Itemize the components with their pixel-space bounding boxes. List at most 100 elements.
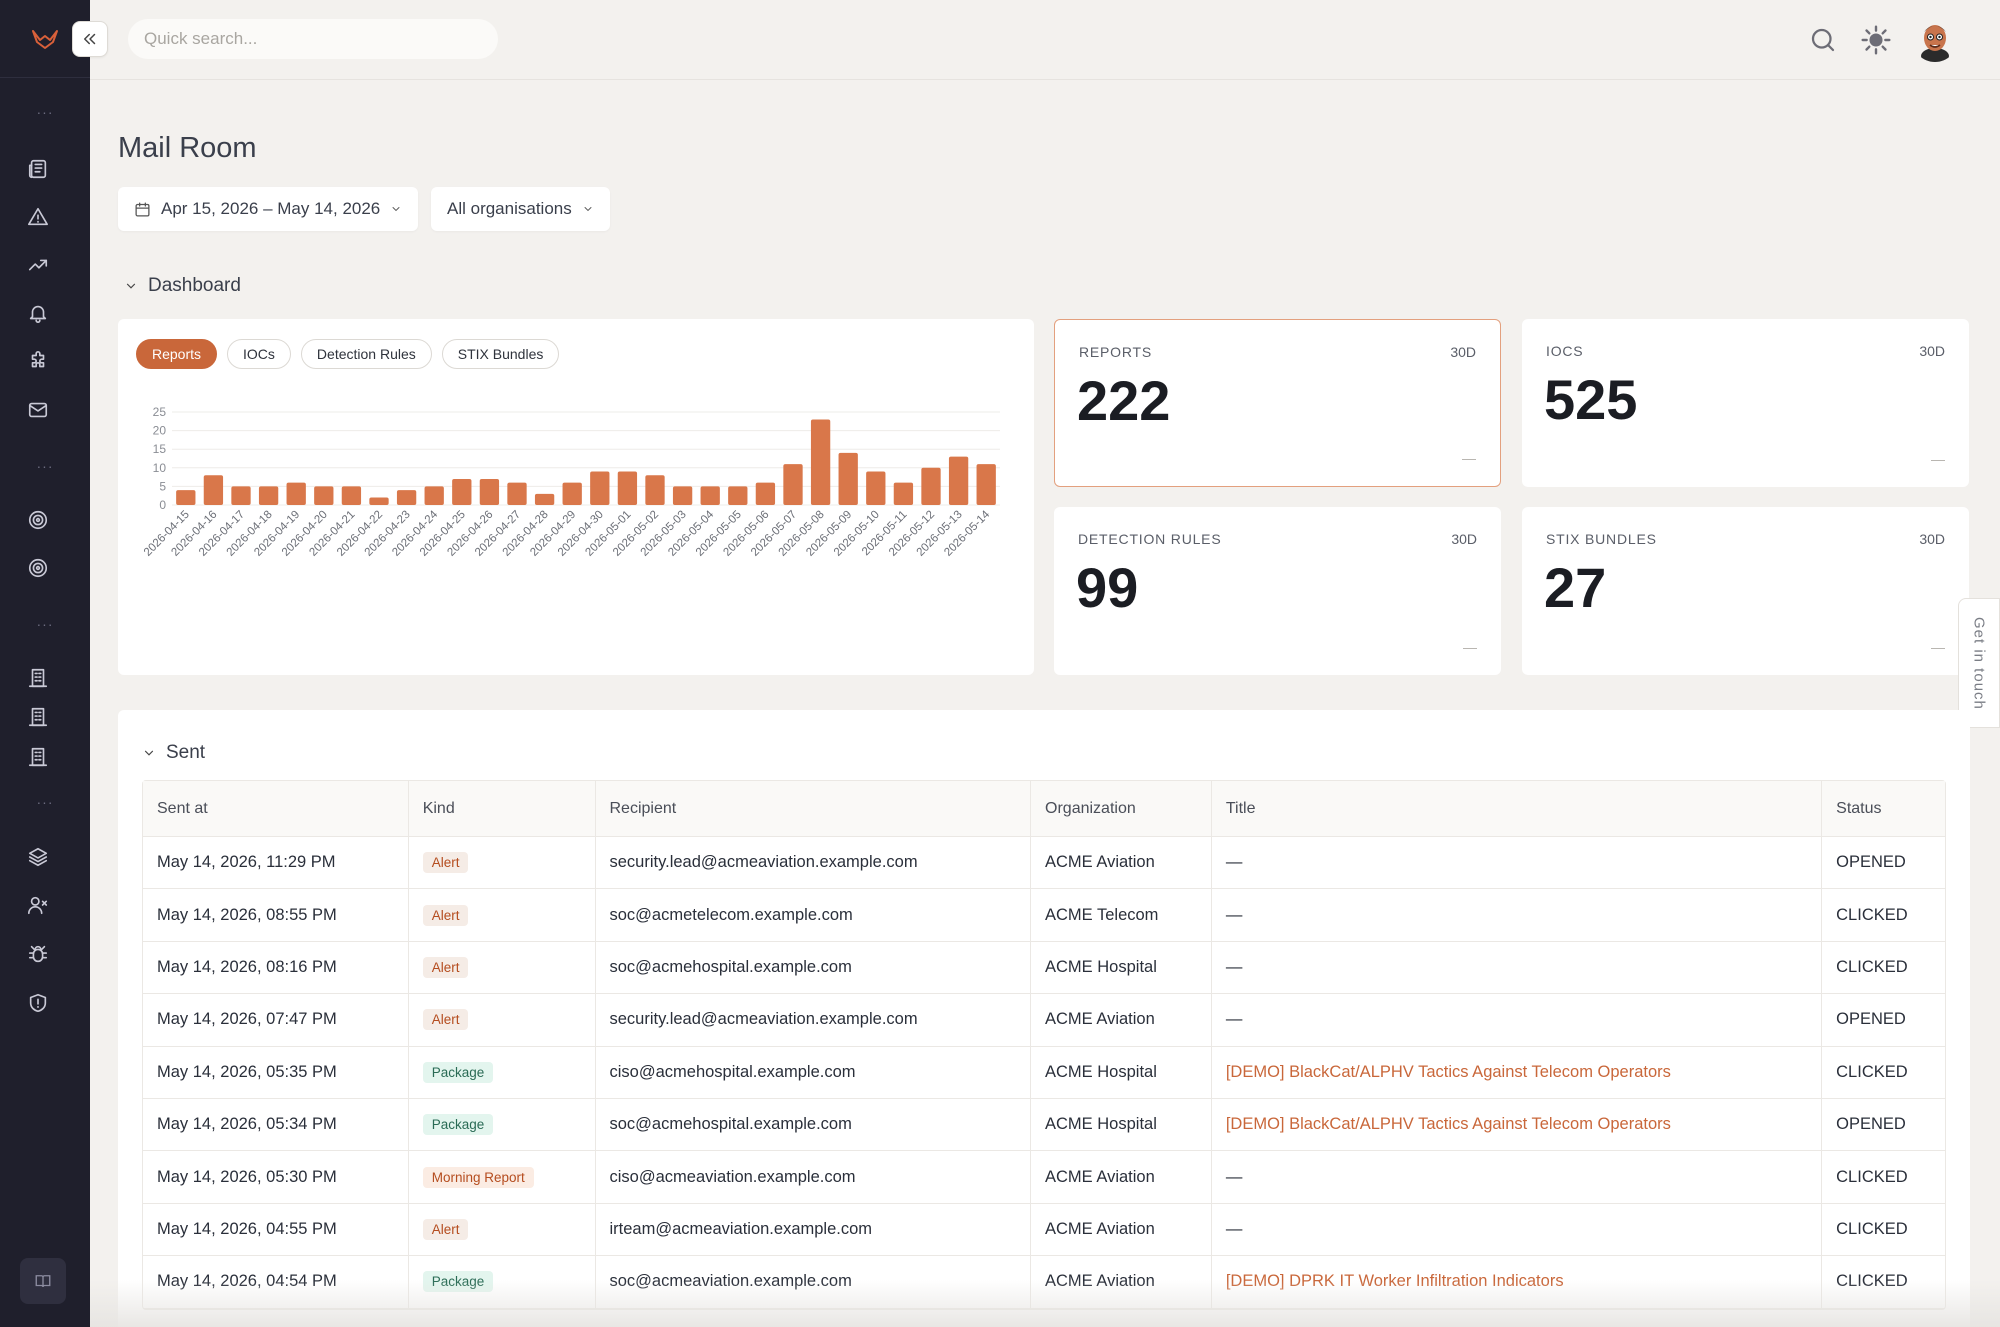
organisation-filter[interactable]: All organisations xyxy=(431,187,610,231)
chart-bar[interactable] xyxy=(314,486,334,505)
building-icon[interactable] xyxy=(25,744,51,770)
organization-text: ACME Aviation xyxy=(1045,853,1155,872)
chart-bar[interactable] xyxy=(203,475,224,505)
cell-kind: Alert xyxy=(409,994,596,1046)
chart-bar[interactable] xyxy=(507,482,527,505)
stat-card-detection-rules[interactable]: DETECTION RULES 30D 99 xyxy=(1054,507,1501,675)
chart-bar[interactable] xyxy=(645,475,665,505)
shield-icon[interactable] xyxy=(25,990,51,1016)
column-header-kind[interactable]: Kind xyxy=(409,781,596,836)
table-row[interactable]: May 14, 2026, 08:55 PM Alert soc@acmetelec… xyxy=(143,889,1945,942)
table-row[interactable]: May 14, 2026, 04:54 PM Package soc@acmeavi… xyxy=(143,1256,1945,1309)
chart-bar[interactable] xyxy=(838,452,858,505)
chart-bar[interactable] xyxy=(286,482,306,505)
chart-bar[interactable] xyxy=(755,482,776,505)
chart-bar[interactable] xyxy=(534,493,555,505)
status-text: CLICKED xyxy=(1836,957,1908,976)
chart-bar[interactable] xyxy=(893,482,914,505)
newspaper-icon[interactable] xyxy=(25,156,51,182)
warning-icon[interactable] xyxy=(25,204,51,230)
title-link[interactable]: [DEMO] BlackCat/ALPHV Tactics Against Te… xyxy=(1225,1115,1671,1134)
tab-detection-rules[interactable]: Detection Rules xyxy=(300,339,432,369)
mail-icon[interactable] xyxy=(25,397,51,423)
chart-bar[interactable] xyxy=(617,471,638,505)
book-icon[interactable] xyxy=(20,1258,66,1304)
chart-bar[interactable] xyxy=(810,419,831,505)
chart-bar[interactable] xyxy=(976,464,996,505)
kind-badge: Alert xyxy=(422,956,469,978)
cell-kind: Package xyxy=(409,1046,596,1098)
cell-sent-at: May 14, 2026, 05:30 PM xyxy=(143,1151,409,1203)
app-logo[interactable] xyxy=(0,0,90,78)
kind-badge: Package xyxy=(422,1061,494,1083)
bell-icon[interactable] xyxy=(25,300,51,326)
collapse-sidebar-button[interactable] xyxy=(72,21,108,57)
get-in-touch-tab[interactable]: Get in touch xyxy=(1958,598,2000,728)
chart-bar[interactable] xyxy=(231,486,251,505)
sent-section-toggle[interactable]: Sent xyxy=(142,742,205,764)
chart-bar[interactable] xyxy=(783,464,803,505)
chart-bar[interactable] xyxy=(728,486,748,505)
chart-bar[interactable] xyxy=(590,471,610,505)
chart-bar[interactable] xyxy=(396,490,417,505)
title-link[interactable]: [DEMO] BlackCat/ALPHV Tactics Against Te… xyxy=(1225,1062,1671,1081)
target-icon[interactable] xyxy=(25,555,51,581)
chart-bar[interactable] xyxy=(479,478,500,505)
column-header-status[interactable]: Status xyxy=(1836,799,1882,817)
chart-bar[interactable] xyxy=(176,490,196,505)
table-row[interactable]: May 14, 2026, 05:35 PM Package ciso@acmeho… xyxy=(143,1046,1945,1099)
chart-bar[interactable] xyxy=(866,471,886,505)
cell-organization: ACME Hospital xyxy=(1031,1046,1212,1098)
chart-bar[interactable] xyxy=(369,497,389,505)
cell-sent-at: May 14, 2026, 04:55 PM xyxy=(143,1203,409,1256)
cell-status: OPENED xyxy=(1822,994,1945,1045)
layers-icon[interactable] xyxy=(25,844,51,870)
quick-search-input[interactable] xyxy=(128,19,498,59)
table-row[interactable]: May 14, 2026, 04:55 PM Alert irteam@acmeav… xyxy=(143,1203,1945,1257)
cell-kind: Alert xyxy=(409,837,596,889)
kind-badge: Alert xyxy=(422,1009,469,1031)
date-range-picker[interactable]: Apr 15, 2026 – May 14, 2026 xyxy=(118,187,419,231)
building-icon[interactable] xyxy=(25,665,51,691)
stat-card-reports[interactable]: REPORTS 30D 222 xyxy=(1054,319,1501,487)
dashboard-section-toggle[interactable]: Dashboard xyxy=(124,275,241,297)
sent-at-text: May 14, 2026, 07:47 PM xyxy=(157,1010,337,1029)
column-header-sent-at[interactable]: Sent at xyxy=(143,781,409,836)
bug-icon[interactable] xyxy=(25,941,51,967)
chart-bar[interactable] xyxy=(672,486,693,505)
user-avatar[interactable] xyxy=(1912,16,1958,62)
table-row[interactable]: May 14, 2026, 07:47 PM Alert security.lead… xyxy=(143,994,1945,1047)
chart-bar[interactable] xyxy=(341,486,362,505)
column-header-title[interactable]: Title xyxy=(1212,781,1823,836)
puzzle-icon[interactable] xyxy=(25,348,51,374)
chart-bar[interactable] xyxy=(700,486,720,505)
trending-up-icon[interactable] xyxy=(25,252,51,278)
stat-card-iocs[interactable]: IOCS 30D 525 xyxy=(1522,319,1969,487)
chart-bar[interactable] xyxy=(921,467,941,505)
table-row[interactable]: May 14, 2026, 05:34 PM Package soc@acmehos… xyxy=(143,1098,1945,1152)
chart-bar[interactable] xyxy=(562,482,582,505)
target-icon[interactable] xyxy=(25,507,51,533)
sun-icon[interactable] xyxy=(1860,24,1892,56)
user-remove-icon[interactable] xyxy=(25,892,51,918)
table-row[interactable]: May 14, 2026, 08:16 PM Alert soc@acmehospi… xyxy=(143,941,1945,995)
cell-title: [DEMO] BlackCat/ALPHV Tactics Against Te… xyxy=(1212,1046,1823,1098)
chart-bar[interactable] xyxy=(258,486,279,505)
stat-card-stix-bundles[interactable]: STIX BUNDLES 30D 27 xyxy=(1522,507,1969,675)
tab-stix-bundles[interactable]: STIX Bundles xyxy=(441,339,560,369)
column-header-recipient[interactable]: Recipient xyxy=(596,781,1032,836)
table-row[interactable]: May 14, 2026, 05:30 PM Morning Report ciso… xyxy=(143,1151,1945,1204)
table-row[interactable]: May 14, 2026, 11:29 PM Alert security.lead… xyxy=(143,837,1945,890)
search-icon[interactable] xyxy=(1808,25,1838,55)
chart-bar[interactable] xyxy=(452,478,472,505)
chart-bar[interactable] xyxy=(948,456,969,505)
column-header-organization[interactable]: Organization xyxy=(1031,781,1212,836)
chart-bar[interactable] xyxy=(424,486,444,505)
tab-iocs[interactable]: IOCs xyxy=(227,339,291,369)
tab-reports[interactable]: Reports xyxy=(136,339,218,369)
cell-recipient: security.lead@acmeaviation.example.com xyxy=(596,994,1032,1046)
building-icon[interactable] xyxy=(25,704,51,730)
cell-kind: Alert xyxy=(409,889,596,941)
title-link[interactable]: [DEMO] DPRK IT Worker Infiltration Indic… xyxy=(1225,1272,1564,1291)
cell-recipient: irteam@acmeaviation.example.com xyxy=(596,1203,1032,1256)
